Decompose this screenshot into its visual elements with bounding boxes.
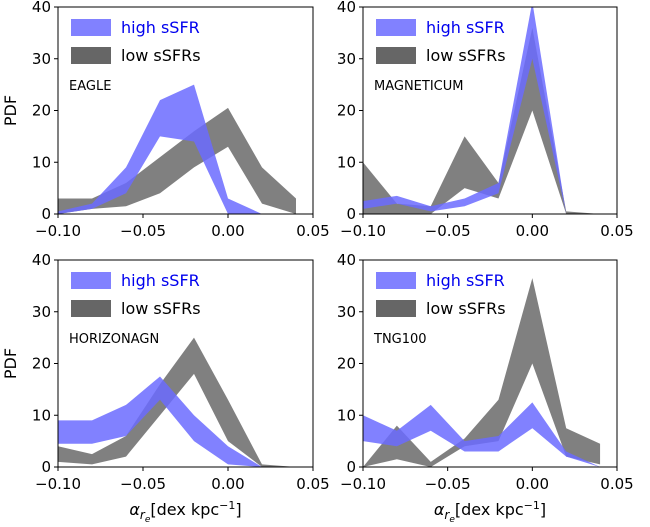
panel-horizonagn: 0 10 20 30 40 −0.10 −0.05 0.00 0.05 PDF αre[dex kp…	[1, 251, 330, 525]
panel-eagle: 0 10 20 30 40 −0.10 −0.05 0.00 0.05 PDF high sSFR l…	[1, 0, 330, 240]
x-tick-label: 0.00	[211, 222, 244, 240]
legend-label: low sSFRs	[426, 299, 506, 318]
plot-area	[58, 84, 296, 214]
x-tick-label: −0.10	[35, 475, 81, 493]
panel-label: TNG100	[373, 332, 427, 347]
x-tick-label: 0.05	[296, 475, 329, 493]
legend-swatch	[376, 272, 416, 289]
plot-area	[363, 278, 601, 467]
y-axis-label: PDF	[1, 348, 20, 379]
y-tick-label: 10	[337, 406, 356, 424]
y-tick-label: 0	[41, 458, 51, 476]
y-tick-label: 30	[32, 50, 51, 68]
y-tick-label: 40	[337, 0, 356, 16]
y-tick-label: 20	[32, 355, 51, 373]
legend-swatch	[71, 19, 111, 36]
band-low-ssfrs	[58, 337, 296, 467]
legend-swatch	[376, 300, 416, 317]
y-tick-label: 0	[346, 205, 356, 223]
x-tick-label: −0.05	[425, 222, 471, 240]
legend-label: high sSFR	[121, 18, 200, 37]
y-tick-label: 40	[32, 251, 51, 269]
x-tick-label: 0.05	[296, 222, 329, 240]
legend-label: high sSFR	[121, 271, 200, 290]
x-tick-label: 0.05	[600, 222, 633, 240]
y-tick-label: 30	[337, 303, 356, 321]
y-tick-label: 40	[32, 0, 51, 16]
x-tick-label: 0.00	[516, 475, 549, 493]
y-tick-label: 10	[337, 153, 356, 171]
y-tick-label: 20	[32, 102, 51, 120]
y-tick-label: 10	[32, 153, 51, 171]
legend-label: high sSFR	[426, 18, 505, 37]
y-tick-label: 30	[32, 303, 51, 321]
y-tick-label: 0	[41, 205, 51, 223]
legend: high sSFR low sSFRs	[71, 271, 201, 318]
legend: high sSFR low sSFRs	[376, 271, 506, 318]
legend-label: high sSFR	[426, 271, 505, 290]
band-low-ssfrs	[363, 278, 601, 467]
band-high-ssfr	[363, 7, 601, 214]
x-tick-label: 0.00	[516, 222, 549, 240]
x-tick-label: −0.05	[120, 222, 166, 240]
legend-swatch	[376, 19, 416, 36]
band-high-ssfr	[58, 376, 296, 467]
panel-label: EAGLE	[69, 79, 111, 94]
x-tick-label: 0.00	[211, 475, 244, 493]
legend: high sSFR low sSFRs	[376, 18, 506, 65]
y-axis-label: PDF	[1, 95, 20, 126]
x-tick-label: −0.05	[425, 475, 471, 493]
x-tick-label: −0.10	[340, 222, 386, 240]
panel-magneticum: 0 10 20 30 40 −0.10 −0.05 0.00 0.05 high sSFR low …	[337, 0, 634, 240]
legend-swatch	[71, 47, 111, 64]
panel-tng100: 0 10 20 30 40 −0.10 −0.05 0.00 0.05 αre[dex kpc−1…	[337, 251, 634, 525]
y-tick-label: 40	[337, 251, 356, 269]
panel-label: HORIZONAGN	[69, 332, 159, 347]
legend-swatch	[71, 300, 111, 317]
x-tick-label: −0.10	[35, 222, 81, 240]
y-tick-label: 30	[337, 50, 356, 68]
legend-label: low sSFRs	[121, 46, 201, 65]
legend-swatch	[71, 272, 111, 289]
y-tick-label: 20	[337, 102, 356, 120]
legend-label: low sSFRs	[121, 299, 201, 318]
x-tick-label: 0.05	[600, 475, 633, 493]
legend-swatch	[376, 47, 416, 64]
y-tick-label: 20	[337, 355, 356, 373]
legend-label: low sSFRs	[426, 46, 506, 65]
panel-label: MAGNETICUM	[374, 79, 463, 94]
y-tick-label: 10	[32, 406, 51, 424]
x-axis-label: αre[dex kpc−1]	[129, 499, 241, 525]
plot-area	[363, 7, 601, 214]
x-axis-label: αre[dex kpc−1]	[434, 499, 546, 525]
band-high-ssfr	[363, 402, 601, 467]
x-tick-label: −0.05	[120, 475, 166, 493]
x-tick-label: −0.10	[340, 475, 386, 493]
band-high-ssfr	[58, 84, 296, 214]
legend: high sSFR low sSFRs	[71, 18, 201, 65]
y-tick-label: 0	[346, 458, 356, 476]
plot-area	[58, 337, 296, 467]
